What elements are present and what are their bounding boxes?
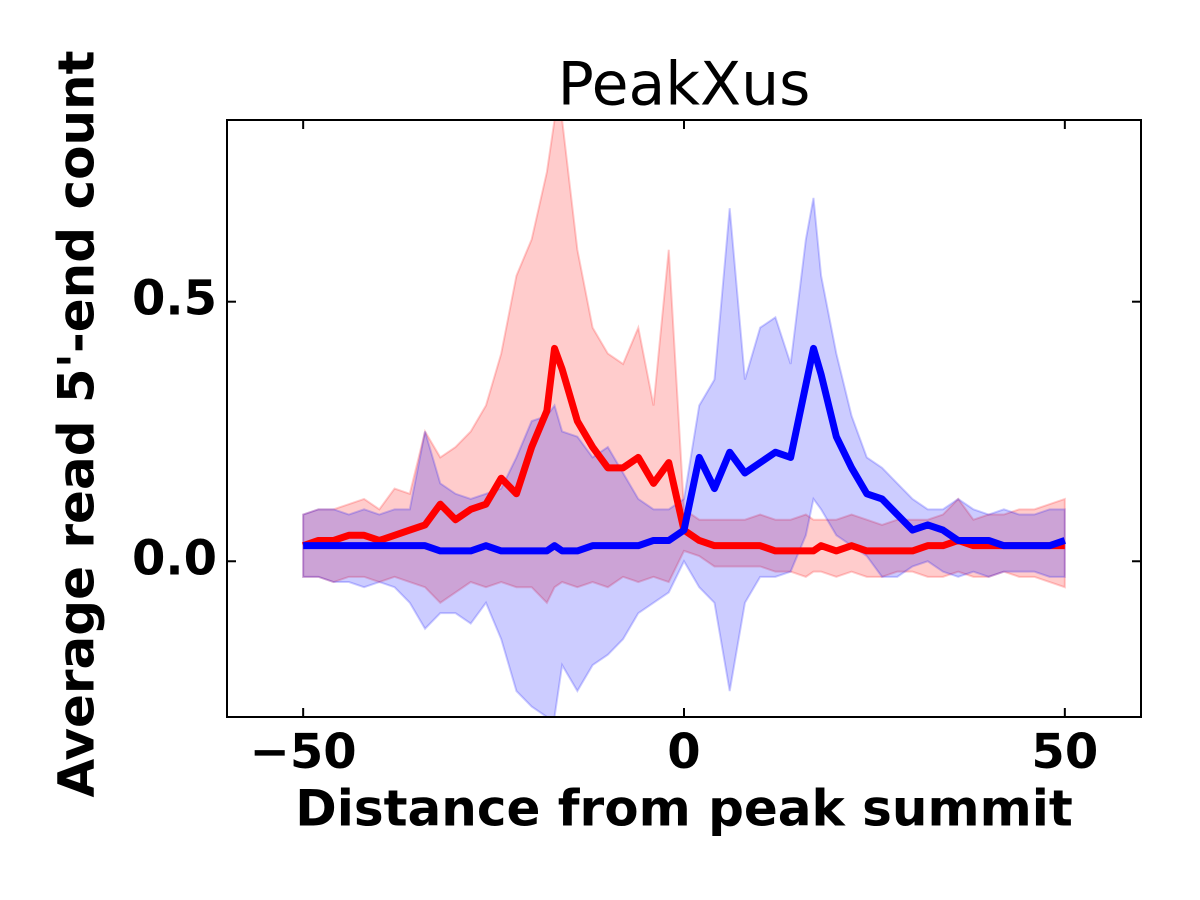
plot-frame [226,119,1142,718]
y-axis-label: Average read 5'-end count [48,50,106,797]
x-tick-label: 0 [667,724,700,780]
band [302,197,1066,718]
y-tick-label: 0.0 [132,530,217,586]
x-tick-label: 50 [1031,724,1098,780]
line [303,344,1066,555]
chart-title: PeakXus [558,50,811,120]
x-axis-label: Distance from peak summit [295,780,1073,838]
x-tick-label: −50 [250,724,357,780]
y-tick-label: 0.5 [132,271,217,327]
